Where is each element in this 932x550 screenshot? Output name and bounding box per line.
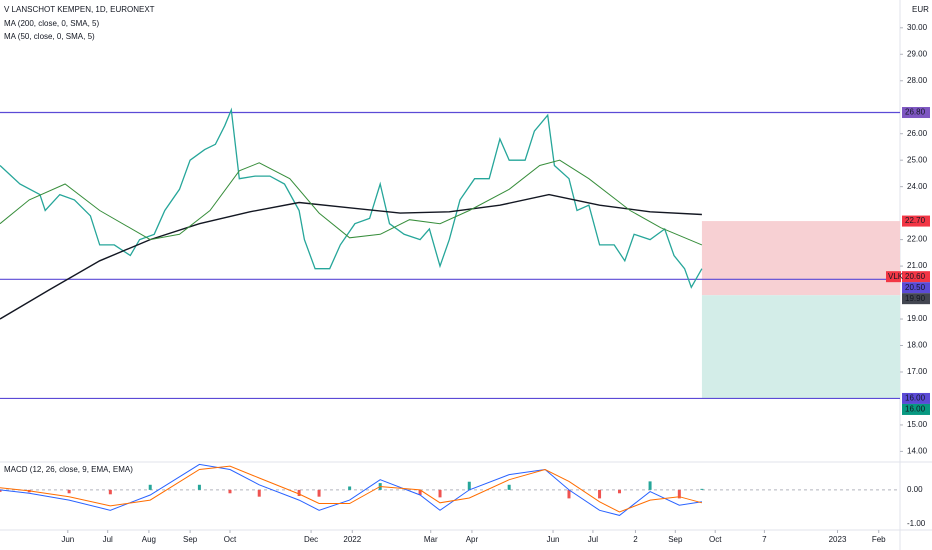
y-tick-label: 22.00	[907, 235, 928, 244]
macd-histogram-bar	[257, 489, 261, 497]
price-label-box	[902, 282, 930, 294]
loss-zone	[701, 221, 900, 296]
x-tick-label: 2022	[343, 535, 361, 544]
x-tick-label: 7	[762, 535, 767, 544]
price-label-box	[902, 293, 930, 305]
price-label: 26.80	[905, 108, 926, 117]
macd-histogram-bar	[108, 489, 112, 495]
x-tick-label: Jul	[588, 535, 598, 544]
profit-zone	[701, 295, 900, 399]
macd-histogram-bar	[228, 489, 232, 494]
y-tick-label: 21.00	[907, 261, 928, 270]
price-label: 20.50	[905, 283, 926, 292]
macd-line	[0, 463, 702, 516]
macd-histogram-bar	[0, 489, 2, 492]
y-tick-label: 28.00	[907, 76, 928, 85]
y-tick-label: 19.00	[907, 314, 928, 323]
macd-histogram-bar	[648, 481, 652, 490]
price-label: 16.00	[905, 394, 926, 403]
macd-histogram-bar	[700, 488, 704, 490]
price-label-box	[902, 215, 930, 227]
moving-average	[0, 193, 702, 320]
currency: EUR	[912, 5, 929, 14]
x-tick-label: Apr	[466, 535, 479, 544]
macd-tick-label: -1.00	[907, 519, 926, 528]
x-tick-label: Dec	[304, 535, 318, 544]
x-tick-label: Mar	[424, 535, 438, 544]
price-label-box	[902, 403, 930, 415]
macd-tick-label: 0.00	[907, 485, 923, 494]
macd-histogram-bar	[467, 481, 471, 490]
macd-histogram-bar	[297, 489, 301, 496]
price-label: 22.70	[905, 216, 926, 225]
symbol-label: VLK	[888, 272, 904, 281]
symbol-box	[886, 271, 901, 283]
x-tick-label: Aug	[142, 535, 156, 544]
legend-ma50: MA (50, close, 0, SMA, 5)	[4, 32, 95, 41]
macd-histogram-bar	[438, 489, 442, 498]
macd-histogram-bar	[677, 489, 681, 499]
y-tick-label: 17.00	[907, 367, 928, 376]
macd-histogram-bar	[418, 489, 422, 495]
price-label-box	[902, 107, 930, 119]
macd-histogram-bar	[567, 489, 571, 499]
y-tick-label: 30.00	[907, 23, 928, 32]
macd-title: MACD (12, 26, close, 9, EMA, EMA)	[4, 465, 133, 474]
y-tick-label: 29.00	[907, 49, 928, 58]
x-tick-label: Jun	[547, 535, 560, 544]
x-tick-label: Jul	[103, 535, 113, 544]
macd-line	[0, 465, 703, 513]
price-label: 20.60	[905, 272, 926, 281]
macd-histogram-bar	[617, 489, 621, 494]
x-tick-label: Jun	[61, 535, 74, 544]
x-tick-label: Sep	[183, 535, 198, 544]
x-tick-label: Feb	[872, 535, 886, 544]
price-label: 19.90	[905, 294, 926, 303]
y-tick-label: 18.00	[907, 341, 928, 350]
moving-average	[0, 159, 703, 246]
y-tick-label: 26.00	[907, 129, 928, 138]
x-tick-label: Sep	[668, 535, 683, 544]
x-tick-label: Oct	[224, 535, 237, 544]
macd-histogram-bar	[507, 484, 511, 490]
price-label-box	[902, 392, 930, 404]
price-label-box	[902, 271, 930, 283]
price-label: 16.00	[905, 405, 926, 414]
symbol-title: V LANSCHOT KEMPEN, 1D, EURONEXT	[4, 5, 155, 14]
macd-histogram-bar	[148, 484, 152, 490]
x-tick-label: Oct	[709, 535, 722, 544]
y-tick-label: 25.00	[907, 155, 928, 164]
x-tick-label: 2	[633, 535, 638, 544]
y-tick-label: 15.00	[907, 420, 928, 429]
x-tick-label: 2023	[829, 535, 847, 544]
y-tick-label: 14.00	[907, 447, 928, 456]
macd-histogram-bar	[67, 489, 71, 494]
macd-histogram-bar	[197, 484, 201, 490]
macd-histogram-bar	[598, 489, 602, 499]
macd-histogram-bar	[348, 486, 352, 490]
macd-histogram-bar	[317, 489, 321, 497]
price-line	[0, 107, 703, 289]
y-tick-label: 24.00	[907, 182, 928, 191]
legend-ma200: MA (200, close, 0, SMA, 5)	[4, 19, 99, 28]
